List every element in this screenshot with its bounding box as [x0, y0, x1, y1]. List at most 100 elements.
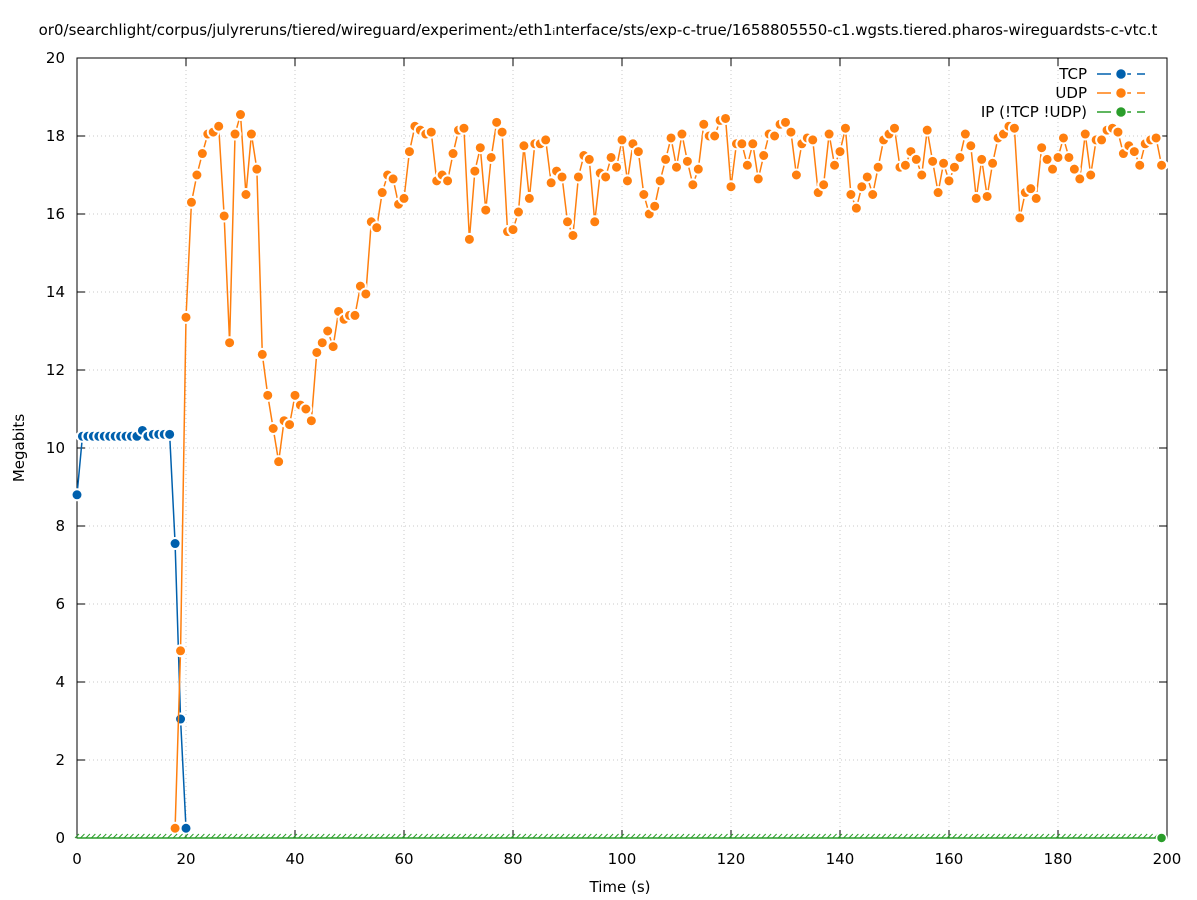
baseline-mark-ip-tcp-udp	[586, 833, 592, 839]
baseline-mark-ip-tcp-udp	[744, 833, 750, 839]
legend-label-tcp: TCP	[1058, 65, 1087, 83]
data-point-udp	[1029, 191, 1043, 205]
data-point-udp	[272, 455, 286, 469]
baseline-mark-ip-tcp-udp	[90, 833, 96, 839]
baseline-mark-ip-tcp-udp	[864, 833, 870, 839]
baseline-mark-ip-tcp-udp	[445, 833, 450, 839]
data-point-udp	[686, 178, 700, 192]
data-point-udp	[822, 127, 836, 141]
data-point-udp	[310, 345, 324, 359]
baseline-mark-ip-tcp-udp	[668, 833, 674, 839]
data-point-udp	[386, 172, 400, 186]
data-point-udp	[479, 203, 493, 217]
baseline-mark-ip-tcp-udp	[783, 833, 788, 839]
baseline-mark-ip-tcp-udp	[325, 833, 331, 839]
baseline-mark-ip-tcp-udp	[1001, 833, 1006, 839]
data-point-udp	[288, 388, 302, 402]
baseline-mark-ip-tcp-udp	[1017, 833, 1023, 839]
baseline-mark-ip-tcp-udp	[510, 833, 516, 839]
baseline-mark-ip-tcp-udp	[368, 833, 374, 839]
x-tick-label: 80	[503, 850, 522, 868]
data-point-udp	[511, 205, 525, 219]
baseline-mark-ip-tcp-udp	[483, 833, 489, 839]
baseline-mark-ip-tcp-udp	[238, 833, 243, 839]
baseline-mark-ip-tcp-udp	[1012, 833, 1017, 839]
baseline-mark-ip-tcp-udp	[941, 833, 946, 839]
baseline-mark-ip-tcp-udp	[537, 833, 543, 839]
baseline-mark-ip-tcp-udp	[859, 833, 865, 839]
data-point-udp	[1084, 168, 1098, 182]
data-point-ip-tcp-udp	[1155, 832, 1168, 844]
data-point-udp	[517, 139, 531, 153]
data-point-udp	[304, 414, 318, 428]
baseline-mark-ip-tcp-udp	[919, 833, 925, 839]
data-point-udp	[1078, 127, 1092, 141]
data-point-udp	[184, 195, 198, 209]
baseline-mark-ip-tcp-udp	[875, 833, 881, 839]
baseline-mark-ip-tcp-udp	[881, 833, 886, 839]
data-point-udp	[239, 188, 253, 201]
baseline-mark-ip-tcp-udp	[439, 833, 445, 839]
y-tick-label: 16	[46, 205, 65, 223]
data-point-udp	[1067, 162, 1081, 176]
data-point-udp	[817, 178, 831, 192]
data-point-udp	[468, 164, 482, 178]
baseline-mark-ip-tcp-udp	[810, 833, 816, 839]
baseline-mark-ip-tcp-udp	[913, 833, 919, 839]
data-point-udp	[168, 821, 182, 835]
baseline-mark-ip-tcp-udp	[505, 833, 510, 839]
x-tick-label: 180	[1044, 850, 1073, 868]
data-point-udp	[1127, 145, 1141, 159]
baseline-mark-ip-tcp-udp	[172, 833, 178, 839]
baseline-mark-ip-tcp-udp	[657, 833, 663, 839]
data-point-udp	[375, 186, 389, 200]
data-point-tcp	[179, 821, 193, 835]
baseline-mark-ip-tcp-udp	[352, 833, 358, 839]
baseline-mark-ip-tcp-udp	[1110, 833, 1115, 839]
baseline-mark-ip-tcp-udp	[407, 833, 412, 839]
data-point-udp	[898, 158, 912, 172]
baseline-mark-ip-tcp-udp	[532, 833, 538, 839]
data-point-udp	[986, 156, 1000, 170]
baseline-mark-ip-tcp-udp	[308, 833, 314, 839]
baseline-mark-ip-tcp-udp	[314, 833, 320, 839]
data-point-udp	[937, 156, 951, 170]
baseline-mark-ip-tcp-udp	[1050, 833, 1055, 839]
baseline-mark-ip-tcp-udp	[1088, 833, 1094, 839]
baseline-mark-ip-tcp-udp	[554, 833, 559, 839]
baseline-mark-ip-tcp-udp	[788, 833, 794, 839]
data-point-udp	[1133, 158, 1147, 172]
y-tick-label: 2	[55, 751, 65, 769]
baseline-mark-ip-tcp-udp	[494, 833, 500, 839]
baseline-mark-ip-tcp-udp	[565, 833, 570, 839]
x-tick-label: 0	[72, 850, 82, 868]
baseline-mark-ip-tcp-udp	[717, 833, 723, 839]
baseline-mark-ip-tcp-udp	[799, 833, 805, 839]
data-point-udp	[370, 221, 384, 235]
data-point-udp	[1095, 133, 1109, 147]
data-point-udp	[266, 422, 280, 435]
legend-label-ip-tcp-udp: IP (!TCP !UDP)	[981, 103, 1087, 121]
data-point-udp	[1007, 121, 1021, 135]
data-point-udp	[675, 127, 689, 141]
data-point-udp	[506, 223, 520, 237]
data-point-udp	[751, 172, 765, 186]
baseline-mark-ip-tcp-udp	[129, 833, 134, 839]
data-point-udp	[424, 125, 438, 139]
baseline-mark-ip-tcp-udp	[559, 833, 565, 839]
data-point-udp	[964, 139, 978, 153]
baseline-mark-ip-tcp-udp	[903, 833, 908, 839]
y-tick-label: 14	[46, 283, 65, 301]
data-point-udp	[871, 160, 885, 174]
y-tick-label: 8	[55, 517, 65, 535]
data-point-udp	[495, 125, 509, 139]
baseline-mark-ip-tcp-udp	[363, 833, 369, 839]
data-point-udp	[1046, 162, 1060, 176]
y-tick-label: 20	[46, 49, 65, 67]
baseline-mark-ip-tcp-udp	[270, 833, 276, 839]
data-point-udp	[610, 160, 624, 174]
data-point-udp	[680, 154, 694, 168]
baseline-mark-ip-tcp-udp	[952, 833, 957, 839]
